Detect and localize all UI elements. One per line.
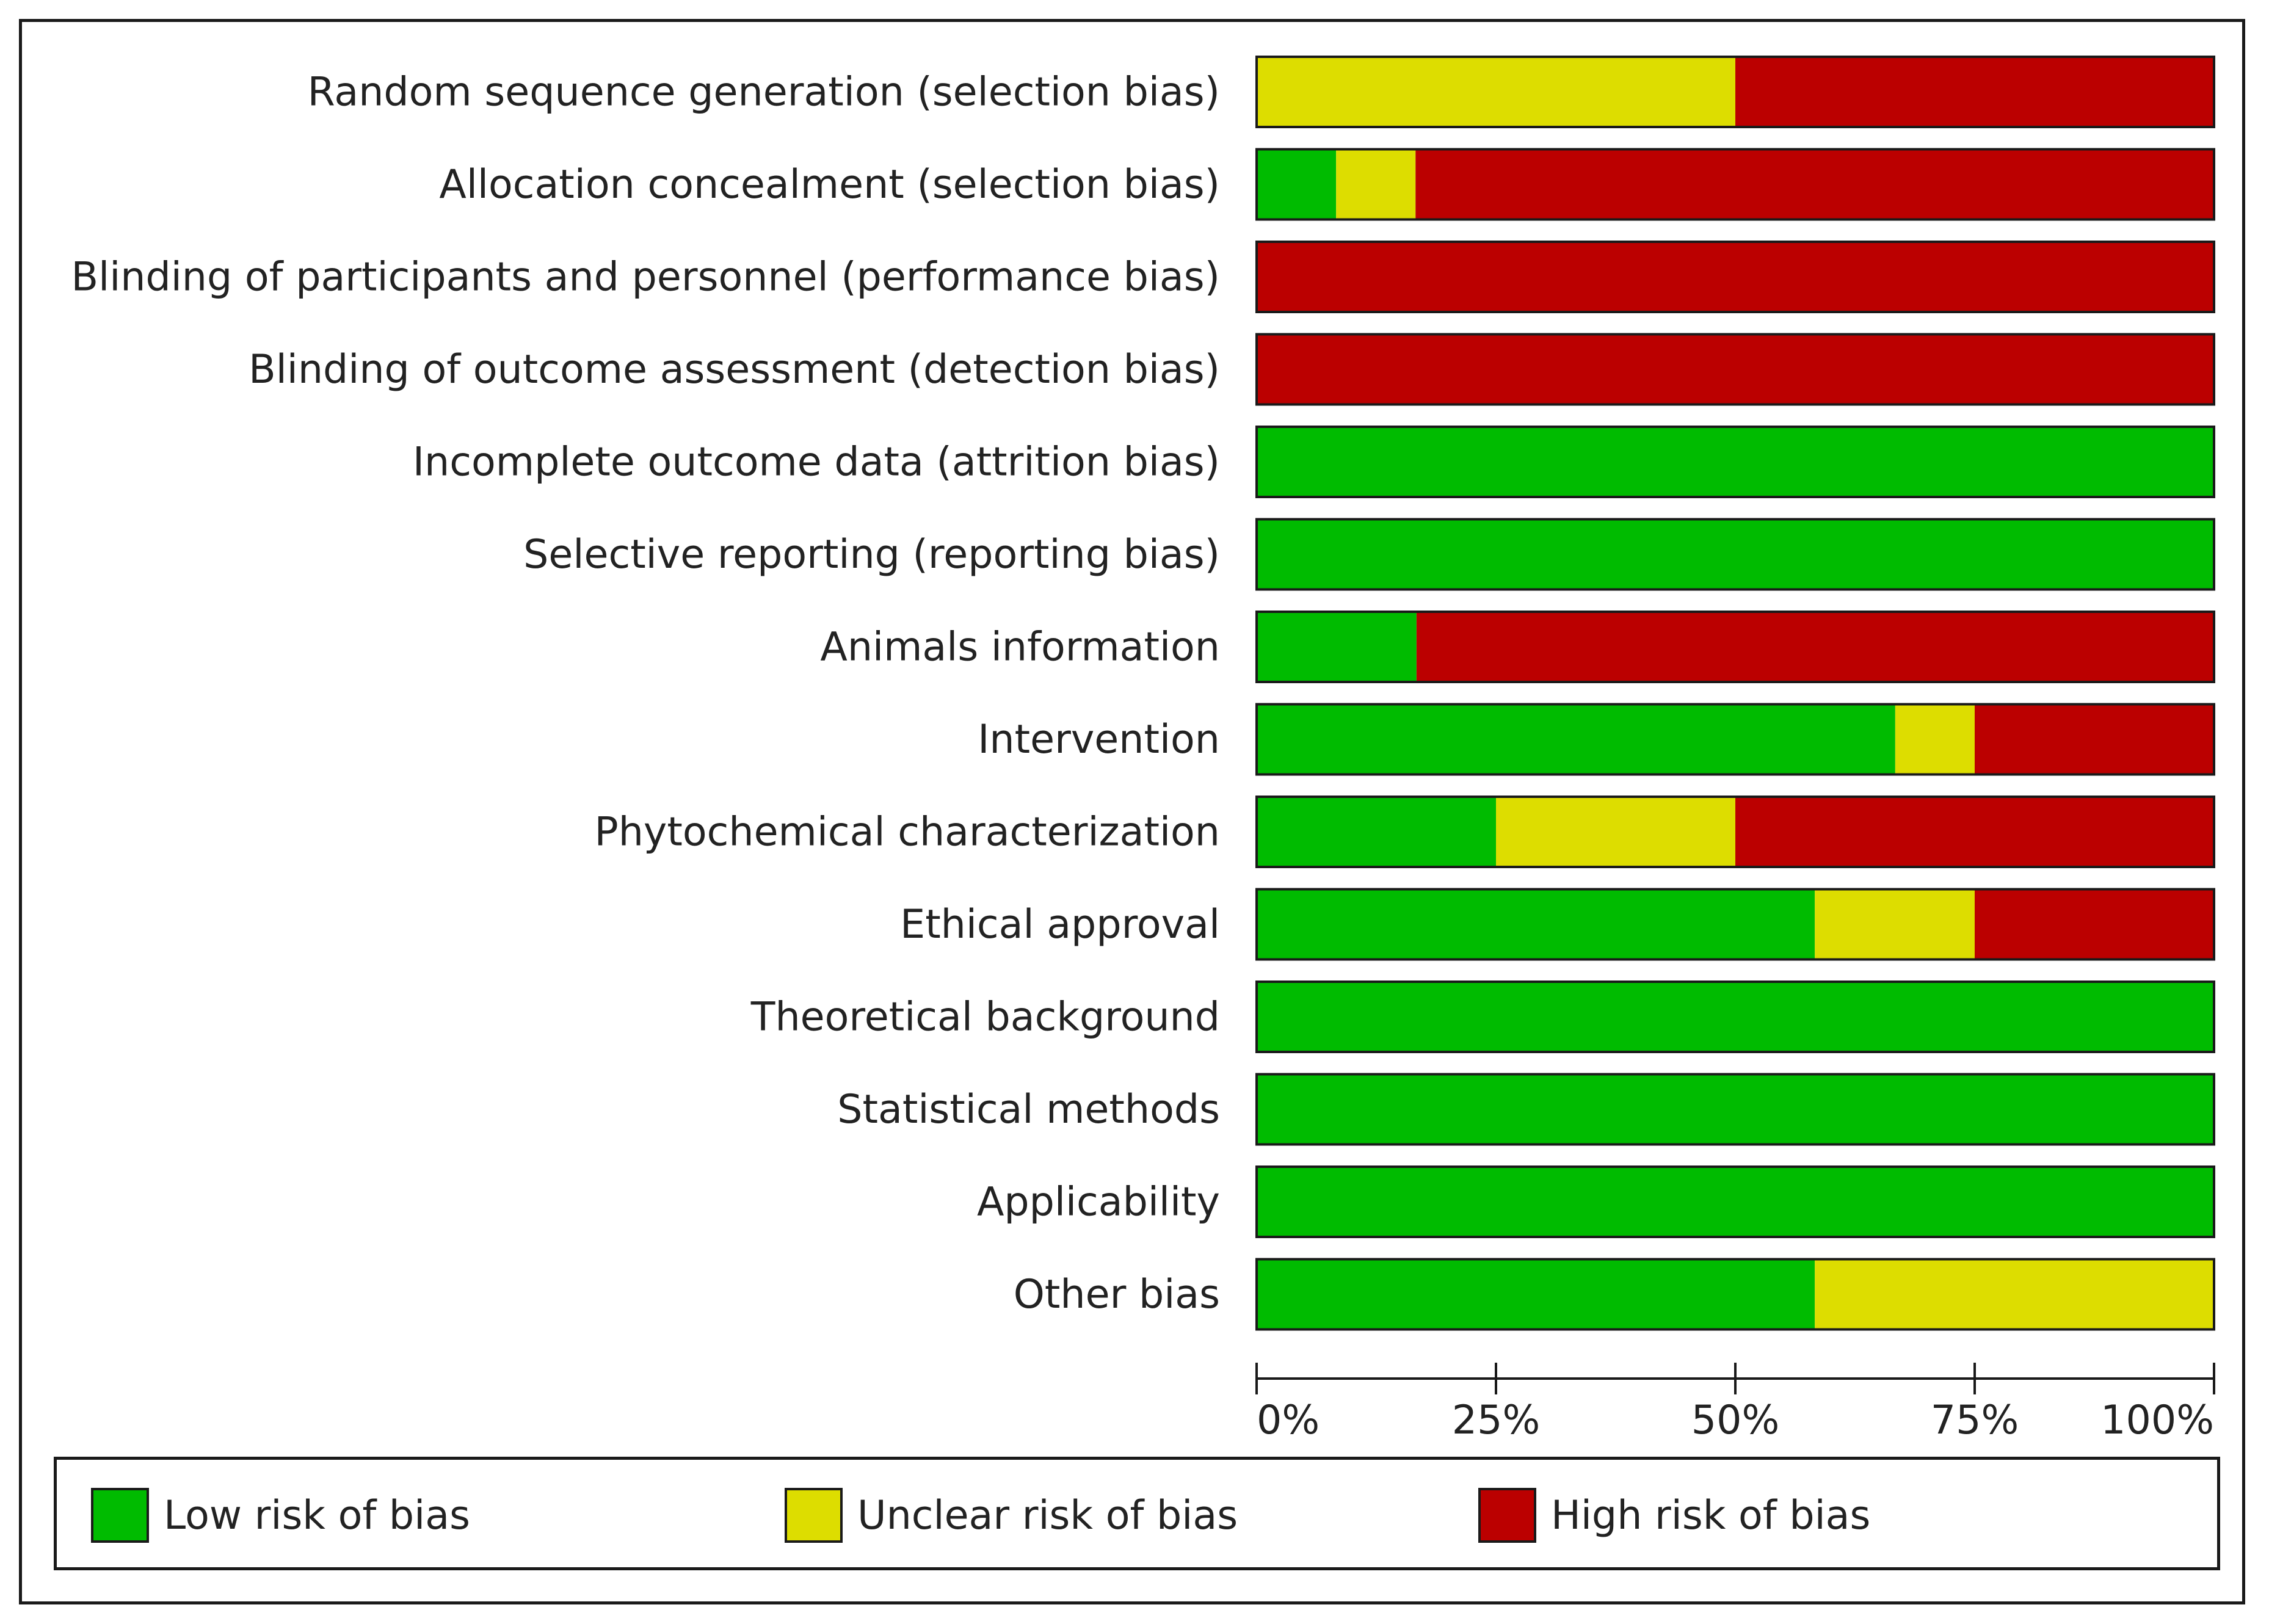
bar-segment-unclear-0 — [1257, 57, 1735, 127]
legend: Low risk of bias Unclear risk of bias Hi… — [54, 1457, 2220, 1570]
bar-outline-1 — [1255, 148, 2215, 221]
bar-outline-7 — [1255, 703, 2215, 776]
bar-segment-high-8 — [1735, 797, 2214, 867]
bar-segment-unclear-1 — [1336, 149, 1416, 220]
category-label-1: Allocation concealment (selection bias) — [439, 162, 1220, 208]
bar-outline-9 — [1255, 888, 2215, 961]
legend-label-low: Low risk of bias — [164, 1492, 470, 1539]
category-label-13: Other bias — [1014, 1272, 1220, 1318]
legend-swatch-unclear — [785, 1488, 843, 1543]
category-label-0: Random sequence generation (selection bi… — [308, 70, 1220, 115]
bar-outline-11 — [1255, 1073, 2215, 1146]
bar-segment-unclear-7 — [1895, 704, 1975, 775]
x-tick-label-3: 75% — [1931, 1397, 2019, 1443]
bar-segment-low-9 — [1257, 889, 1815, 960]
bar-outline-12 — [1255, 1165, 2215, 1238]
bar-segment-high-6 — [1416, 612, 2214, 682]
legend-item-low: Low risk of bias — [91, 1488, 470, 1543]
category-label-4: Incomplete outcome data (attrition bias) — [413, 440, 1220, 485]
bar-outline-10 — [1255, 981, 2215, 1053]
bar-segment-low-13 — [1257, 1259, 1815, 1330]
bar-segment-low-10 — [1257, 982, 2214, 1052]
bar-segment-low-1 — [1257, 149, 1337, 220]
bar-outline-4 — [1255, 426, 2215, 498]
x-axis: 0% 25% 50% 75% 100% — [1255, 1363, 2215, 1443]
bar-segment-high-7 — [1975, 704, 2214, 775]
bar-segment-low-8 — [1257, 797, 1496, 867]
legend-item-high: High risk of bias — [1478, 1488, 1870, 1543]
bar-segment-low-7 — [1257, 704, 1895, 775]
bar-outline-8 — [1255, 796, 2215, 868]
bar-segment-low-5 — [1257, 519, 2214, 590]
category-labels-group: Random sequence generation (selection bi… — [71, 70, 1220, 1318]
bar-outline-2 — [1255, 241, 2215, 313]
category-label-5: Selective reporting (reporting bias) — [523, 532, 1220, 578]
legend-item-unclear: Unclear risk of bias — [785, 1488, 1238, 1543]
category-label-9: Ethical approval — [900, 902, 1220, 948]
legend-label-unclear: Unclear risk of bias — [857, 1492, 1238, 1539]
bar-segment-unclear-8 — [1496, 797, 1735, 867]
bar-segment-low-6 — [1257, 612, 1417, 682]
bar-outline-0 — [1255, 56, 2215, 128]
bar-segment-low-4 — [1257, 427, 2214, 497]
bar-outline-6 — [1255, 611, 2215, 683]
bar-segment-high-3 — [1257, 334, 2214, 405]
category-label-12: Applicability — [977, 1180, 1220, 1225]
category-label-6: Animals information — [820, 625, 1220, 670]
x-tick-label-1: 25% — [1452, 1397, 1540, 1443]
bar-segment-high-0 — [1735, 57, 2214, 127]
legend-swatch-high — [1478, 1488, 1536, 1543]
x-tick-label-2: 50% — [1691, 1397, 1779, 1443]
legend-label-high: High risk of bias — [1551, 1492, 1871, 1539]
bar-outline-13 — [1255, 1258, 2215, 1331]
category-label-11: Statistical methods — [837, 1087, 1220, 1133]
x-tick-label-0: 0% — [1257, 1397, 1320, 1443]
bar-segment-high-2 — [1257, 242, 2214, 312]
bar-segment-high-1 — [1415, 149, 2214, 220]
bar-outline-5 — [1255, 518, 2215, 591]
bar-segment-high-9 — [1975, 889, 2214, 960]
legend-swatch-low — [91, 1488, 149, 1543]
category-label-10: Theoretical background — [750, 995, 1220, 1040]
bar-segment-unclear-13 — [1815, 1259, 2214, 1330]
bars-group — [1255, 56, 2215, 1331]
bar-segment-low-11 — [1257, 1074, 2214, 1145]
bar-segment-unclear-9 — [1815, 889, 1975, 960]
category-label-7: Intervention — [978, 717, 1220, 763]
category-label-8: Phytochemical characterization — [595, 810, 1220, 855]
bar-segment-low-12 — [1257, 1167, 2214, 1237]
x-tick-label-4: 100% — [2100, 1397, 2214, 1443]
category-label-3: Blinding of outcome assessment (detectio… — [249, 347, 1220, 393]
bar-outline-3 — [1255, 333, 2215, 406]
category-label-2: Blinding of participants and personnel (… — [71, 255, 1220, 300]
